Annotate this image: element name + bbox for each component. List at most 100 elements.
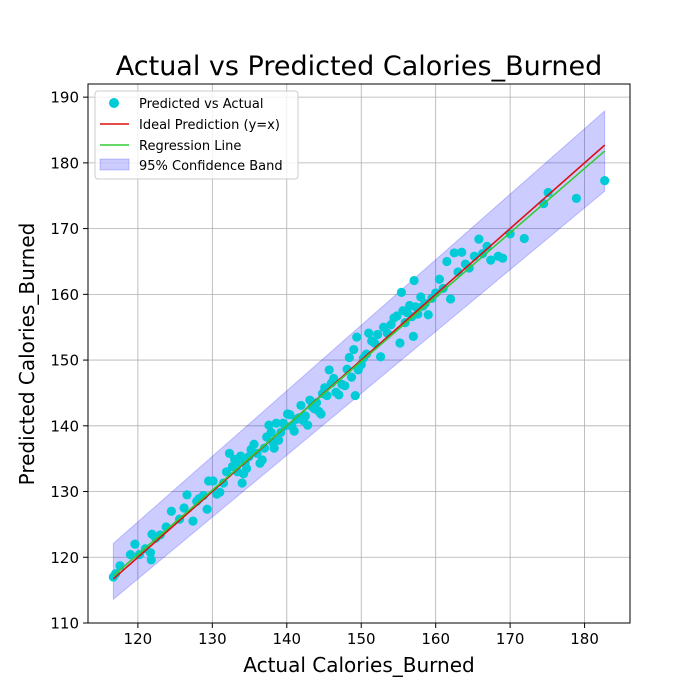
data-point	[316, 409, 326, 419]
legend-label-ideal: Ideal Prediction (y=x)	[139, 118, 280, 133]
data-point	[130, 539, 140, 549]
legend-marker-predicted	[109, 98, 119, 108]
data-point	[266, 427, 276, 437]
data-point	[482, 241, 492, 251]
data-point	[273, 435, 284, 445]
y-tick-label: 110	[50, 615, 79, 633]
plot-frame	[87, 83, 631, 624]
data-point	[434, 274, 445, 284]
data-point	[269, 443, 279, 453]
data-point	[241, 463, 252, 474]
legend-label-predicted: Predicted vs Actual	[139, 97, 263, 112]
legend-label-regression: Regression Line	[139, 139, 241, 154]
x-tick-label: 170	[496, 630, 525, 648]
data-point	[271, 418, 281, 428]
y-tick-label: 170	[50, 220, 79, 238]
legend-box	[94, 90, 299, 180]
data-point	[498, 253, 508, 263]
legend-label-confidence: 95% Confidence Band	[139, 159, 283, 174]
data-point	[166, 506, 176, 516]
y-tick-label: 120	[50, 549, 79, 567]
data-point	[442, 256, 452, 267]
data-point	[350, 390, 360, 401]
data-point	[474, 234, 484, 244]
data-point	[296, 400, 306, 411]
data-point	[300, 411, 310, 421]
x-tick-label: 150	[347, 630, 376, 648]
data-point	[543, 187, 553, 198]
data-point	[145, 548, 156, 558]
data-point	[375, 352, 386, 362]
data-point	[303, 420, 313, 430]
data-point	[208, 476, 218, 486]
data-point	[264, 420, 274, 430]
data-point	[416, 292, 426, 302]
data-point	[289, 426, 299, 436]
y-tick-label: 160	[50, 286, 79, 304]
data-point	[519, 233, 529, 244]
data-point	[453, 267, 463, 277]
data-point	[449, 248, 459, 258]
y-axis-ticks: 110 120 130 140 150 160 170 180 190	[50, 89, 88, 633]
data-point	[231, 458, 241, 468]
y-axis-label: Predicted Calories_Burned	[15, 223, 39, 486]
data-point	[352, 332, 362, 342]
data-point	[221, 467, 232, 477]
data-point	[182, 490, 192, 500]
data-point	[244, 452, 254, 462]
x-axis-label: Actual Calories_Burned	[243, 653, 474, 677]
data-point	[423, 310, 433, 320]
data-point	[396, 287, 407, 297]
chart-title: Actual vs Predicted Calories_Burned	[116, 51, 602, 82]
data-point	[285, 410, 295, 420]
data-point	[188, 516, 198, 526]
data-point	[259, 443, 270, 453]
y-tick-label: 190	[50, 89, 79, 107]
data-point	[324, 365, 334, 375]
x-tick-label: 180	[570, 630, 599, 648]
data-point	[457, 247, 467, 257]
confidence-band	[112, 109, 606, 601]
legend-marker-confidence	[99, 158, 130, 171]
ideal-prediction-line	[112, 144, 606, 580]
data-point	[179, 503, 189, 513]
data-point	[249, 439, 259, 449]
y-tick-label: 140	[50, 417, 79, 435]
data-point	[344, 352, 354, 363]
data-point	[349, 344, 359, 355]
x-axis-ticks: 120 130 140 150 160 170 180	[124, 623, 599, 648]
data-point	[409, 275, 419, 286]
data-point	[346, 372, 357, 382]
y-tick-label: 180	[50, 154, 79, 172]
x-tick-label: 140	[272, 630, 301, 648]
data-point	[334, 390, 344, 400]
data-point	[257, 455, 267, 465]
data-point	[600, 176, 610, 186]
data-point	[571, 193, 581, 203]
legend: Predicted vs Actual Ideal Prediction (y=…	[94, 90, 299, 180]
data-point	[395, 338, 405, 348]
data-point	[236, 451, 246, 461]
data-point	[215, 487, 225, 497]
data-point	[329, 373, 339, 384]
data-point	[486, 255, 496, 265]
x-tick-label: 120	[124, 630, 153, 648]
data-point	[146, 555, 156, 565]
data-point	[392, 311, 402, 321]
x-tick-label: 130	[198, 630, 227, 648]
x-tick-label: 160	[421, 630, 450, 648]
data-point	[408, 331, 418, 342]
data-point	[237, 478, 247, 488]
y-tick-label: 130	[50, 483, 79, 501]
data-point	[445, 294, 456, 304]
data-point	[224, 448, 235, 459]
data-point	[364, 328, 374, 338]
regression-line	[112, 150, 606, 577]
y-tick-label: 150	[50, 352, 79, 370]
data-point	[373, 329, 383, 340]
data-point	[340, 381, 350, 391]
data-point	[125, 550, 136, 560]
data-point	[202, 504, 212, 514]
